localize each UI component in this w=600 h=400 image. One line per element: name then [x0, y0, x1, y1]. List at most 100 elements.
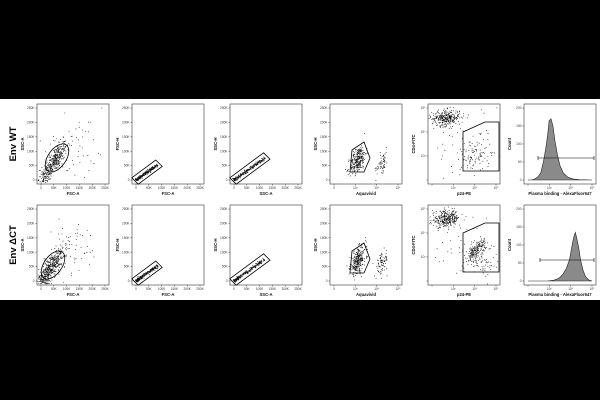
data-point [496, 266, 497, 268]
data-point [469, 256, 471, 258]
data-point [47, 270, 49, 272]
data-point [56, 151, 58, 152]
x-tick-label: 200K [88, 287, 96, 291]
data-point [57, 253, 59, 254]
data-point [54, 265, 56, 267]
data-point [374, 168, 376, 169]
data-point [246, 272, 248, 274]
data-point [149, 168, 151, 170]
data-point [351, 173, 353, 175]
data-point [448, 228, 450, 230]
data-point [482, 267, 484, 269]
data-point [467, 264, 469, 266]
data-point [353, 258, 355, 260]
data-point [53, 164, 55, 166]
data-point [357, 154, 359, 156]
data-point [484, 250, 486, 252]
data-point [481, 243, 483, 245]
data-point [468, 253, 470, 255]
data-point [482, 240, 484, 242]
y-tick-label: 50K [322, 265, 329, 269]
data-point [436, 225, 438, 227]
data-point [380, 273, 381, 275]
data-point [439, 120, 441, 122]
data-point [476, 243, 478, 244]
data-point [51, 154, 53, 156]
data-point [356, 159, 357, 161]
data-point [474, 259, 476, 261]
data-point [362, 152, 364, 154]
data-point [234, 179, 236, 180]
data-point [255, 262, 257, 264]
data-point [56, 252, 57, 254]
data-point [147, 273, 149, 275]
data-point [258, 263, 260, 264]
data-point [44, 271, 46, 273]
data-point [46, 260, 47, 262]
data-point [481, 269, 483, 271]
data-point [47, 277, 48, 278]
data-point [358, 250, 360, 252]
x-axis-label: Aquavivid [356, 191, 376, 196]
data-point [241, 275, 243, 277]
data-point [380, 277, 382, 279]
data-point [438, 261, 440, 263]
y-tick-label: 150K [27, 236, 35, 240]
data-point [347, 174, 349, 175]
data-point [50, 231, 52, 233]
data-point [359, 164, 361, 166]
data-point [77, 156, 79, 158]
data-point [354, 259, 356, 261]
data-point [450, 214, 451, 215]
data-point [449, 222, 451, 224]
data-point [453, 106, 455, 108]
data-point [355, 162, 357, 164]
data-point [49, 158, 51, 160]
data-point [52, 255, 54, 257]
data-point [248, 169, 249, 171]
data-point [361, 260, 363, 261]
data-point [448, 226, 450, 228]
data-point [357, 161, 359, 163]
data-point [55, 261, 57, 263]
data-point [47, 165, 49, 167]
data-point [75, 257, 77, 259]
data-point [356, 263, 358, 265]
data-point [455, 122, 457, 124]
data-point [356, 269, 358, 271]
data-point [479, 162, 481, 164]
data-point [68, 241, 70, 243]
data-point [134, 279, 136, 281]
data-point [361, 165, 363, 167]
y-tick-label: 150K [220, 236, 228, 240]
data-point [350, 168, 352, 169]
data-point [52, 163, 54, 165]
data-point [53, 260, 55, 262]
data-point [440, 217, 442, 219]
data-point [376, 168, 378, 170]
data-point [366, 256, 368, 258]
data-point [63, 145, 65, 147]
data-point [249, 168, 251, 170]
data-point [476, 144, 478, 146]
data-point [68, 244, 70, 246]
data-point [355, 264, 357, 266]
data-point [489, 267, 491, 269]
data-point [257, 163, 259, 164]
data-point [46, 274, 48, 276]
data-point [467, 164, 469, 166]
data-point [353, 162, 355, 164]
data-point [47, 266, 49, 268]
data-point [43, 169, 45, 171]
data-point [479, 149, 481, 151]
data-point [41, 167, 43, 169]
data-point [348, 268, 350, 270]
data-point [441, 118, 443, 120]
data-point [438, 222, 439, 224]
x-axis-label: SSC-A [259, 191, 272, 196]
data-point [444, 111, 446, 112]
data-point [480, 132, 482, 134]
data-point [80, 246, 82, 248]
